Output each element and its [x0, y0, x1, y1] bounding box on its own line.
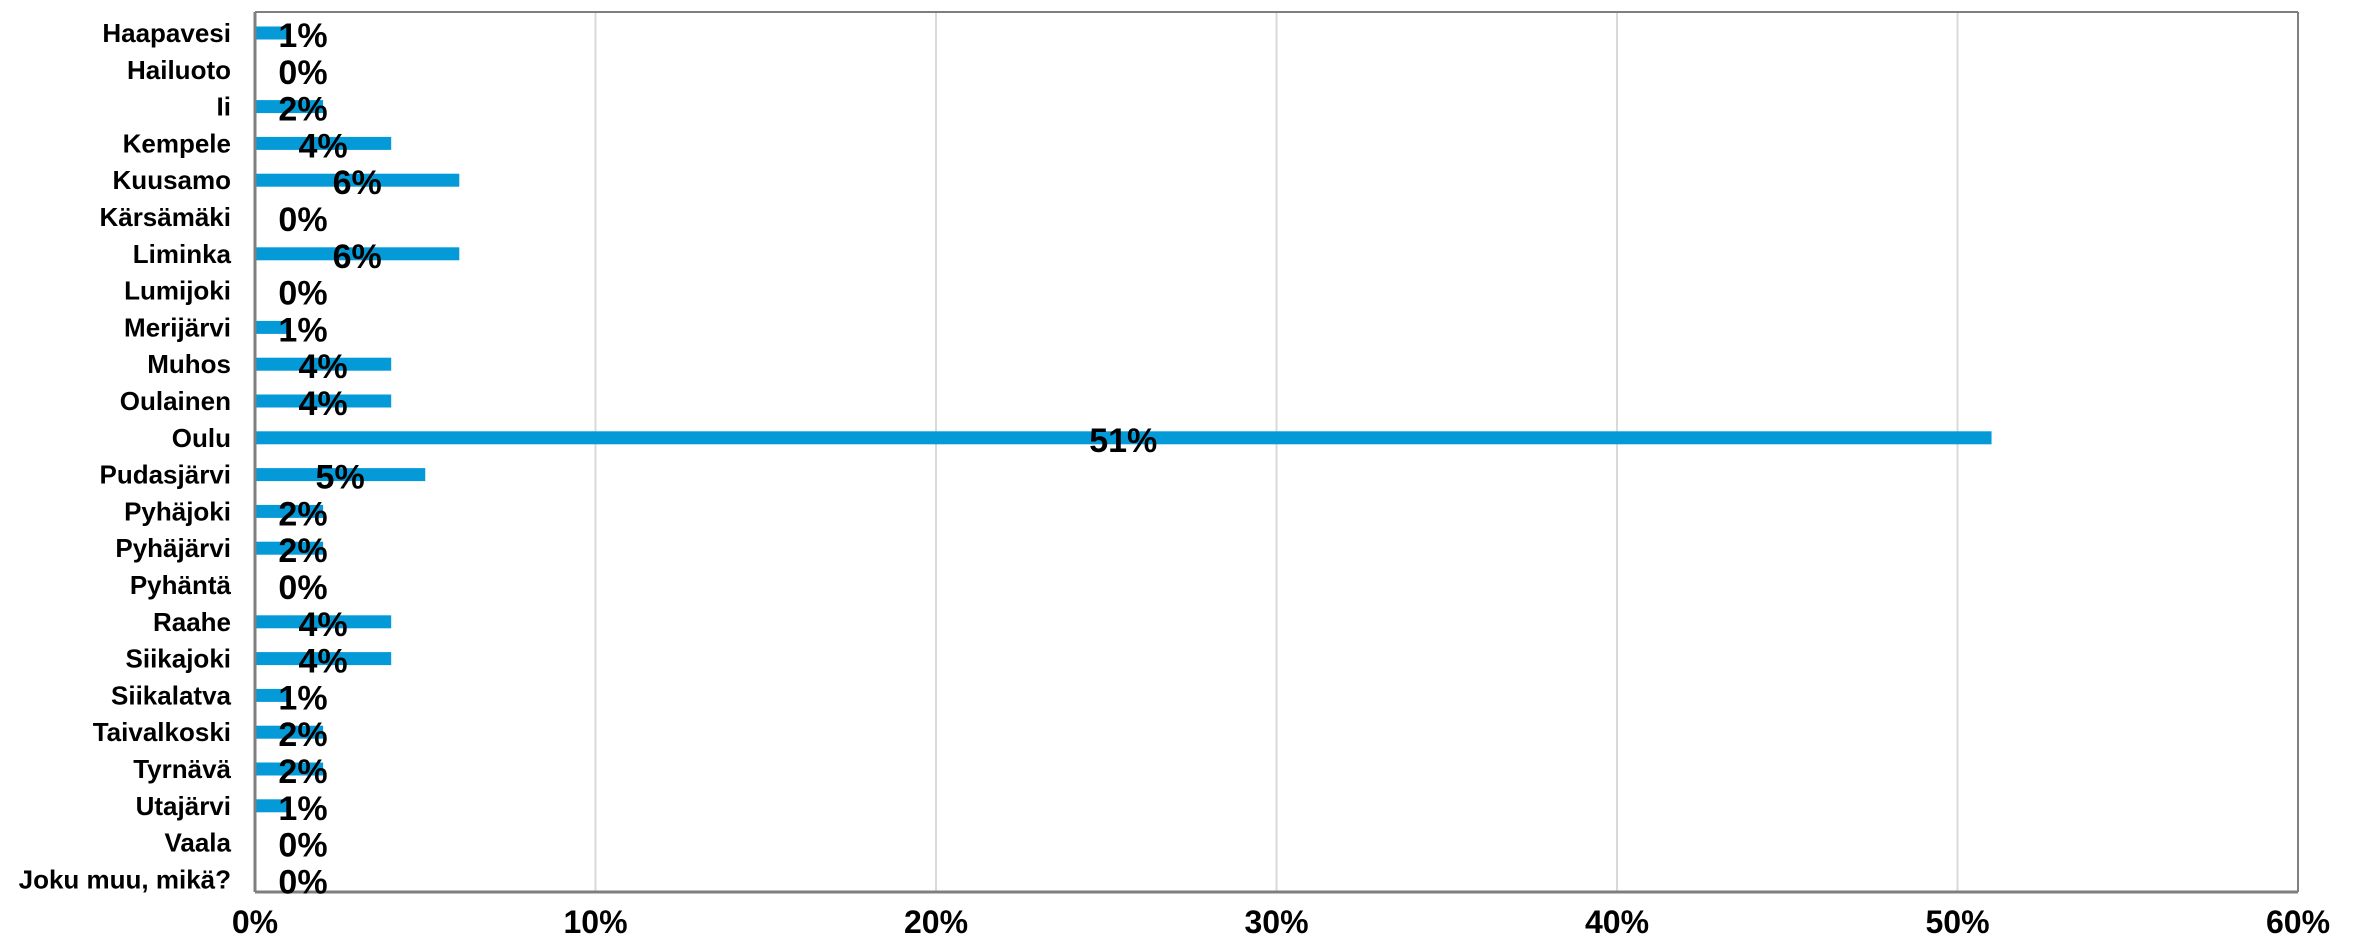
data-label-kempele: 4% — [299, 127, 348, 165]
data-label-pyhanta: 0% — [278, 569, 327, 607]
category-label-pudasjarvi: Pudasjärvi — [99, 460, 231, 490]
x-tick-label-0: 0% — [232, 904, 278, 940]
category-label-pyhajoki: Pyhäjoki — [124, 496, 231, 526]
x-tick-label-20: 20% — [904, 904, 968, 940]
bar-tyrnava — [255, 762, 324, 776]
bar-pyhajoki — [255, 504, 324, 518]
bar-pyhajarvi — [255, 541, 324, 555]
bar-utajarvi — [255, 799, 290, 813]
data-label-ii: 2% — [278, 91, 327, 129]
bar-haapavesi — [255, 26, 290, 40]
category-label-hailuoto: Hailuoto — [127, 55, 231, 85]
bar-oulu — [255, 431, 1992, 445]
data-label-tyrnava: 2% — [278, 753, 327, 791]
data-label-pyhajoki: 2% — [278, 495, 327, 533]
data-label-lumijoki: 0% — [278, 275, 327, 313]
data-label-taivalkoski: 2% — [278, 716, 327, 754]
x-axis-tick-labels: 0% 10% 20% 30% 40% 50% 60% — [232, 904, 2330, 940]
data-label-haapavesi: 1% — [278, 17, 327, 55]
data-label-liminka: 6% — [333, 238, 382, 276]
category-label-ii: Ii — [217, 92, 231, 122]
bar-kuusamo — [255, 173, 460, 187]
data-label-pudasjarvi: 5% — [316, 459, 365, 497]
category-label-lumijoki: Lumijoki — [124, 276, 231, 306]
bar-taivalkoski — [255, 725, 324, 739]
data-label-kuusamo: 6% — [333, 164, 382, 202]
x-tick-label-40: 40% — [1585, 904, 1649, 940]
category-label-utajarvi: Utajärvi — [136, 791, 231, 821]
bar-siikalatva — [255, 688, 290, 702]
x-tick-label-50: 50% — [1925, 904, 1989, 940]
data-label-vaala: 0% — [278, 827, 327, 865]
bar-oulainen — [255, 394, 392, 408]
category-label-pyhajarvi: Pyhäjärvi — [115, 533, 231, 563]
data-label-merijarvi: 1% — [278, 311, 327, 349]
category-label-taivalkoski: Taivalkoski — [93, 717, 231, 747]
bar-kempele — [255, 136, 392, 150]
x-tick-label-10: 10% — [563, 904, 627, 940]
category-label-muhos: Muhos — [147, 349, 231, 379]
category-label-karsamaki: Kärsämäki — [99, 202, 231, 232]
category-label-kempele: Kempele — [123, 128, 231, 158]
bar-pudasjarvi — [255, 468, 426, 482]
category-label-kuusamo: Kuusamo — [113, 165, 231, 195]
plot-frame — [253, 11, 2299, 894]
data-label-oulu: 51% — [1089, 422, 1157, 460]
data-labels: 1%0%2%4%6%0%6%0%1%4%4%51%5%2%2%0%4%4%1%2… — [278, 17, 1157, 901]
category-label-siikalatva: Siikalatva — [111, 680, 232, 710]
bar-ii — [255, 100, 324, 114]
bar-merijarvi — [255, 320, 290, 334]
category-label-siikajoki: Siikajoki — [126, 644, 232, 674]
category-label-haapavesi: Haapavesi — [102, 18, 231, 48]
bar-siikajoki — [255, 652, 392, 666]
category-label-liminka: Liminka — [133, 239, 232, 269]
gridlines — [594, 12, 1959, 892]
data-label-karsamaki: 0% — [278, 201, 327, 239]
data-label-hailuoto: 0% — [278, 54, 327, 92]
bar-liminka — [255, 247, 460, 261]
bars — [255, 26, 1992, 813]
data-label-oulainen: 4% — [299, 385, 348, 423]
x-tick-label-30: 30% — [1244, 904, 1308, 940]
category-label-vaala: Vaala — [164, 828, 231, 858]
data-label-siikalatva: 1% — [278, 679, 327, 717]
bar-muhos — [255, 357, 392, 371]
category-label-pyhanta: Pyhäntä — [130, 570, 232, 600]
data-label-pyhajarvi: 2% — [278, 532, 327, 570]
category-label-merijarvi: Merijärvi — [124, 312, 231, 342]
data-label-muhos: 4% — [299, 348, 348, 386]
category-label-oulainen: Oulainen — [120, 386, 231, 416]
category-labels: Haapavesi Hailuoto Ii Kempele Kuusamo Kärsämä… — [19, 18, 232, 894]
data-label-siikajoki: 4% — [299, 643, 348, 681]
category-label-raahe: Raahe — [153, 607, 231, 637]
data-label-joku-muu-mika: 0% — [278, 863, 327, 901]
category-label-oulu: Oulu — [172, 423, 231, 453]
bar-raahe — [255, 615, 392, 629]
x-tick-label-60: 60% — [2266, 904, 2330, 940]
category-label-tyrnava: Tyrnävä — [133, 754, 231, 784]
data-label-raahe: 4% — [299, 606, 348, 644]
category-label-joku-muu-mika: Joku muu, mikä? — [19, 864, 231, 894]
data-label-utajarvi: 1% — [278, 790, 327, 828]
